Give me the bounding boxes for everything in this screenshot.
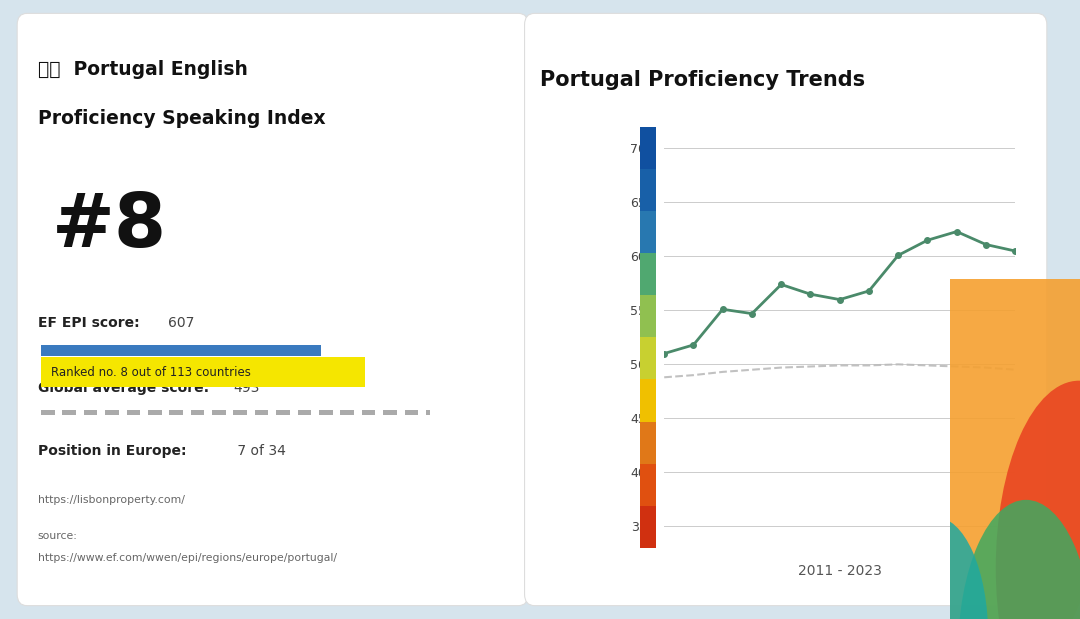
Bar [41,345,321,356]
Bar [362,410,376,415]
Text: 🇵🇹  Portugal English: 🇵🇹 Portugal English [38,59,247,79]
Text: 493: 493 [233,381,259,395]
Text: Position in Europe:: Position in Europe: [38,444,187,457]
Bar [640,422,656,464]
Bar [63,410,76,415]
Circle shape [882,176,1080,619]
Bar [319,410,333,415]
Text: Global average score:: Global average score: [38,381,208,395]
Bar [640,295,656,337]
Bar [640,127,656,169]
Text: Portugal Proficiency Trends: Portugal Proficiency Trends [540,71,865,90]
Bar [105,410,119,415]
Text: Proficiency Speaking Index: Proficiency Speaking Index [38,109,325,128]
Bar [170,410,183,415]
Bar [640,211,656,253]
Bar [640,253,656,295]
Text: #8: #8 [52,191,166,264]
Text: https://www.ef.com/wwen/epi/regions/europe/portugal/: https://www.ef.com/wwen/epi/regions/euro… [38,553,337,563]
Bar [84,410,97,415]
Text: https://lisbonproperty.com/: https://lisbonproperty.com/ [38,495,185,506]
Circle shape [882,517,988,619]
Bar [191,410,204,415]
Text: source:: source: [38,531,78,541]
Bar [426,410,440,415]
Text: 7 of 34: 7 of 34 [233,444,286,457]
Bar [640,506,656,548]
FancyBboxPatch shape [17,14,528,605]
Bar [126,410,140,415]
Bar [383,410,396,415]
X-axis label: 2011 - 2023: 2011 - 2023 [798,565,881,579]
FancyBboxPatch shape [525,14,1047,605]
Bar [148,410,162,415]
Bar [255,410,269,415]
Text: Ranked no. 8 out of 113 countries: Ranked no. 8 out of 113 countries [51,365,251,379]
Circle shape [996,381,1080,619]
Text: 607: 607 [167,316,194,330]
Bar [298,410,311,415]
Circle shape [958,500,1080,619]
Bar [640,169,656,211]
Bar [640,379,656,422]
Bar [640,337,656,379]
Text: EF EPI score:: EF EPI score: [38,316,139,330]
Bar [233,410,247,415]
Bar [276,410,289,415]
Bar [340,410,354,415]
Bar [405,410,418,415]
Bar [212,410,226,415]
Bar [41,410,55,415]
Bar [640,464,656,506]
